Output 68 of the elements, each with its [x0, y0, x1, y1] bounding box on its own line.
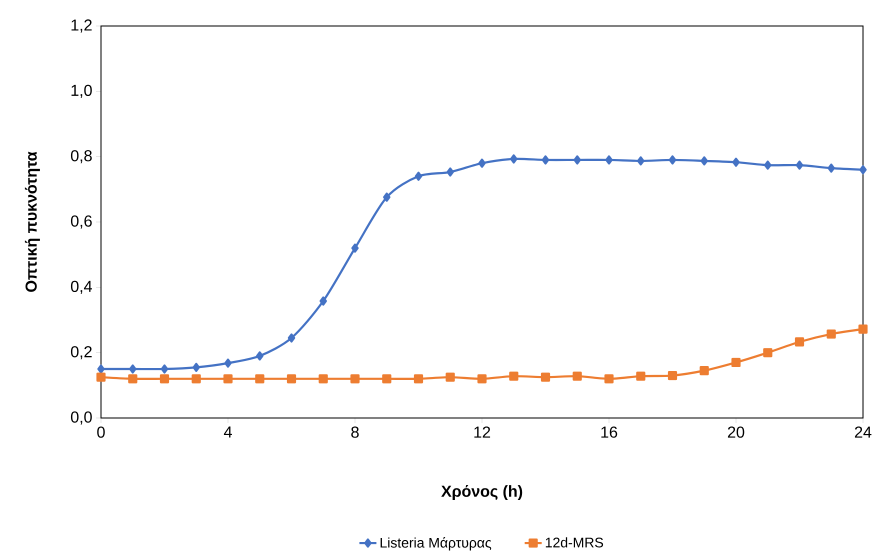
y-tick-label: 0,4 [70, 280, 92, 294]
point [510, 154, 518, 164]
point [446, 167, 454, 177]
point [668, 155, 676, 165]
point [794, 337, 804, 346]
point [826, 329, 836, 339]
point [96, 372, 106, 382]
legend-label: Listeria Μάρτυρας [380, 537, 492, 550]
y-tick-label: 1,2 [72, 19, 92, 33]
point [509, 372, 518, 381]
point [637, 156, 644, 166]
point [700, 156, 708, 166]
point [796, 160, 804, 170]
x-tick-label: 8 [351, 426, 359, 438]
legend-label: 12d-MRS [546, 537, 604, 548]
point [351, 244, 359, 253]
y-axis-title: Οπτική πυκνότητα [24, 152, 40, 292]
x-tick-label: 24 [854, 426, 872, 438]
point [350, 374, 360, 384]
point [286, 374, 296, 384]
x-tick-label: 20 [728, 426, 744, 438]
point [859, 165, 867, 174]
point [540, 372, 550, 382]
x-tick-label: 12 [474, 426, 490, 438]
point [288, 333, 296, 343]
point [192, 374, 201, 384]
point [256, 351, 264, 361]
y-tick-label: 0,6 [70, 215, 92, 229]
x-tick-label: 16 [601, 426, 618, 438]
point [668, 370, 678, 380]
point [446, 372, 455, 382]
point [192, 362, 200, 372]
point [700, 366, 709, 376]
y-tick-label: 0,8 [70, 150, 92, 164]
point [129, 364, 136, 374]
y-tick-label: 0,2 [70, 346, 92, 360]
point [636, 372, 646, 381]
point [414, 172, 422, 181]
point [574, 155, 581, 165]
point [604, 374, 614, 384]
point [318, 374, 328, 384]
point [477, 374, 487, 384]
point [255, 374, 264, 384]
point [128, 374, 138, 384]
point [223, 374, 233, 384]
point [382, 374, 392, 384]
y-tick-label: 0,0 [70, 411, 92, 425]
x-tick-label: 4 [224, 426, 232, 438]
x-tick-label: 0 [97, 426, 105, 438]
point [383, 192, 390, 202]
point [828, 164, 835, 173]
point [763, 348, 772, 358]
point [224, 358, 232, 368]
point [731, 358, 741, 368]
point [858, 324, 868, 334]
x-axis-title: Χρόνος (h) [441, 484, 522, 500]
point [542, 155, 550, 165]
point [605, 155, 613, 165]
point [320, 296, 327, 306]
point [478, 158, 486, 168]
point [764, 160, 772, 170]
y-tick-label: 1,0 [72, 84, 92, 98]
point [160, 364, 168, 374]
point [732, 158, 740, 167]
point [160, 374, 170, 384]
point [572, 372, 582, 381]
point [414, 374, 424, 384]
point [97, 364, 105, 374]
